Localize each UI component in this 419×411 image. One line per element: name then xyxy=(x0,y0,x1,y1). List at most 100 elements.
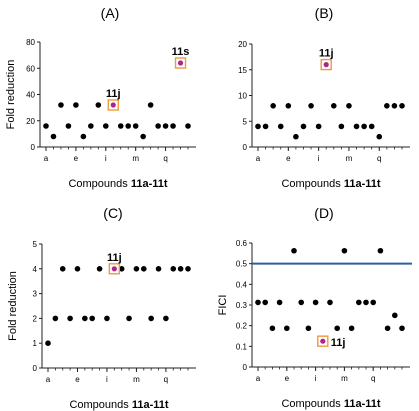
panel-a-highlight-label: 11s xyxy=(172,46,190,58)
panel-a-data-point xyxy=(50,133,57,140)
panel-d-highlight-label: 11j xyxy=(331,337,346,349)
panel-b-data-point xyxy=(353,123,360,130)
panel-d-data-point xyxy=(276,299,283,306)
panel-b-x-tick-label: i xyxy=(318,154,320,163)
panel-c-data-point xyxy=(67,315,73,322)
panel-a-data-point xyxy=(102,123,109,129)
panel-c-y-tick-label: 1 xyxy=(33,339,38,348)
panel-c-x-title: Compounds 11a-11t xyxy=(69,399,168,411)
panel-a-data-point xyxy=(140,133,146,140)
panel-d-data-point xyxy=(327,299,333,306)
panel-c-data-point xyxy=(82,315,88,322)
panel-b-data-point xyxy=(368,123,375,130)
panel-d-data-point xyxy=(298,299,305,306)
panel-a-x-tick-label: q xyxy=(163,154,167,163)
panel-b-x-tick-label: m xyxy=(346,154,353,163)
panel-b-data-point xyxy=(376,133,383,140)
panel-a-y-tick-label: 60 xyxy=(26,64,35,73)
panel-a-y-tick-label: 80 xyxy=(26,38,35,47)
panel-d-y-tick-label: 0.1 xyxy=(236,342,248,351)
panel-a-data-point xyxy=(95,102,102,108)
panel-b-x-title-compounds: 11a-11t xyxy=(344,178,381,190)
panel-b-y-tick-label: 10 xyxy=(238,92,247,101)
panel-d-data-point xyxy=(399,325,405,332)
panel-c-y-title: Fold reduction xyxy=(7,271,19,341)
panel-a-data-point xyxy=(88,123,94,129)
panel-b-data-point xyxy=(277,123,284,130)
panel-c-x-tick-label: q xyxy=(164,375,168,384)
panel-d-data-point xyxy=(312,299,319,306)
panel-b-highlight-box xyxy=(320,58,332,71)
panel-c-data-point xyxy=(185,266,191,272)
panel-b-x-tick-label: a xyxy=(256,154,261,163)
panel-c-y-tick-label: 5 xyxy=(33,240,38,249)
panel-c-data-point xyxy=(133,266,140,272)
panel-a-data-point xyxy=(147,102,154,108)
panel-d-x-tick-label: i xyxy=(315,374,317,383)
panel-b-highlight-point xyxy=(323,62,329,68)
panel-d-data-point xyxy=(348,325,355,332)
panel-c-x-tick-label: i xyxy=(106,375,108,384)
panel-c-x-title-prefix: Compounds xyxy=(69,399,131,411)
panel-a-data-point xyxy=(125,123,132,129)
panel-c-data-point xyxy=(155,266,162,272)
panel-c-data-point xyxy=(96,266,103,272)
panel-d-highlight-box xyxy=(317,335,329,347)
panel-a-data-point xyxy=(132,123,139,129)
panel-c-highlight-box xyxy=(108,263,121,275)
panel-b-data-point xyxy=(391,103,398,109)
panel-c-x-tick-label: a xyxy=(46,375,51,384)
panel-b-x-tick-label: q xyxy=(377,154,381,163)
panel-b-data-point xyxy=(330,103,337,109)
panel-d-data-point xyxy=(356,299,362,306)
panel-c-data-point xyxy=(104,315,110,322)
panel-c-label: (C) xyxy=(103,205,122,221)
panel-b-data-point xyxy=(293,133,299,140)
panel-c-data-point xyxy=(140,266,147,272)
panel-a-x-title-compounds: 11a-11t xyxy=(131,178,168,190)
panel-d-data-point xyxy=(392,312,398,319)
panel-c-data-point xyxy=(118,266,125,272)
panel-b-data-point xyxy=(285,103,292,109)
panel-d-data-point xyxy=(262,299,269,306)
panel-d-x-tick-label: m xyxy=(341,374,348,383)
panel-d-y-title: FICI xyxy=(217,295,229,316)
panel-c-x-title-compounds: 11a-11t xyxy=(132,399,169,411)
panel-c-y-tick-label: 3 xyxy=(33,290,38,299)
panel-a-highlight-point xyxy=(110,102,116,108)
panel-d-data-point xyxy=(377,247,384,254)
panel-a-y-title: Fold reduction xyxy=(5,60,17,130)
panel-a-highlight-label: 11j xyxy=(106,88,121,100)
panel-d-y-tick-label: 0.5 xyxy=(236,260,248,269)
panel-c-data-point xyxy=(52,315,59,322)
panel-b-data-point xyxy=(255,123,261,130)
panel-b-data-point xyxy=(315,123,322,130)
panel-d-x-tick-label: a xyxy=(256,374,261,383)
panel-b-data-point xyxy=(262,123,269,130)
panel-a-data-point xyxy=(80,133,87,140)
panel-d-y-tick-label: 0.3 xyxy=(236,301,248,310)
panel-d-data-point xyxy=(370,299,377,306)
panel-d-data-point xyxy=(305,325,312,332)
panel-c-data-point xyxy=(148,315,154,322)
panel-b-data-point xyxy=(338,123,345,130)
panel-c-data-point xyxy=(59,266,66,272)
panel-b-x-title-prefix: Compounds xyxy=(281,178,343,190)
panel-a-x-title: Compounds 11a-11t xyxy=(68,178,167,190)
panel-c-data-point xyxy=(170,266,177,272)
panel-b-y-tick-label: 15 xyxy=(238,66,247,75)
panel-d-highlight-point xyxy=(320,338,326,344)
panel-a-data-point xyxy=(43,123,49,129)
panel-a-y-tick-label: 40 xyxy=(26,91,35,100)
panel-d-x-title-compounds: 11a-11t xyxy=(344,398,381,410)
panel-d-data-point xyxy=(384,325,391,332)
panel-a-label: (A) xyxy=(101,5,120,21)
panel-b-y-tick-label: 20 xyxy=(238,40,247,49)
panel-a-x-tick-label: i xyxy=(105,154,107,163)
panel-c-data-point xyxy=(45,340,51,347)
panel-a-y-tick-label: 0 xyxy=(31,143,36,152)
panel-a-x-tick-label: e xyxy=(74,154,79,163)
panel-b-x-title: Compounds 11a-11t xyxy=(281,178,380,190)
panel-b-highlight-label: 11j xyxy=(319,48,334,60)
panel-b-y-tick-label: 0 xyxy=(243,143,248,152)
